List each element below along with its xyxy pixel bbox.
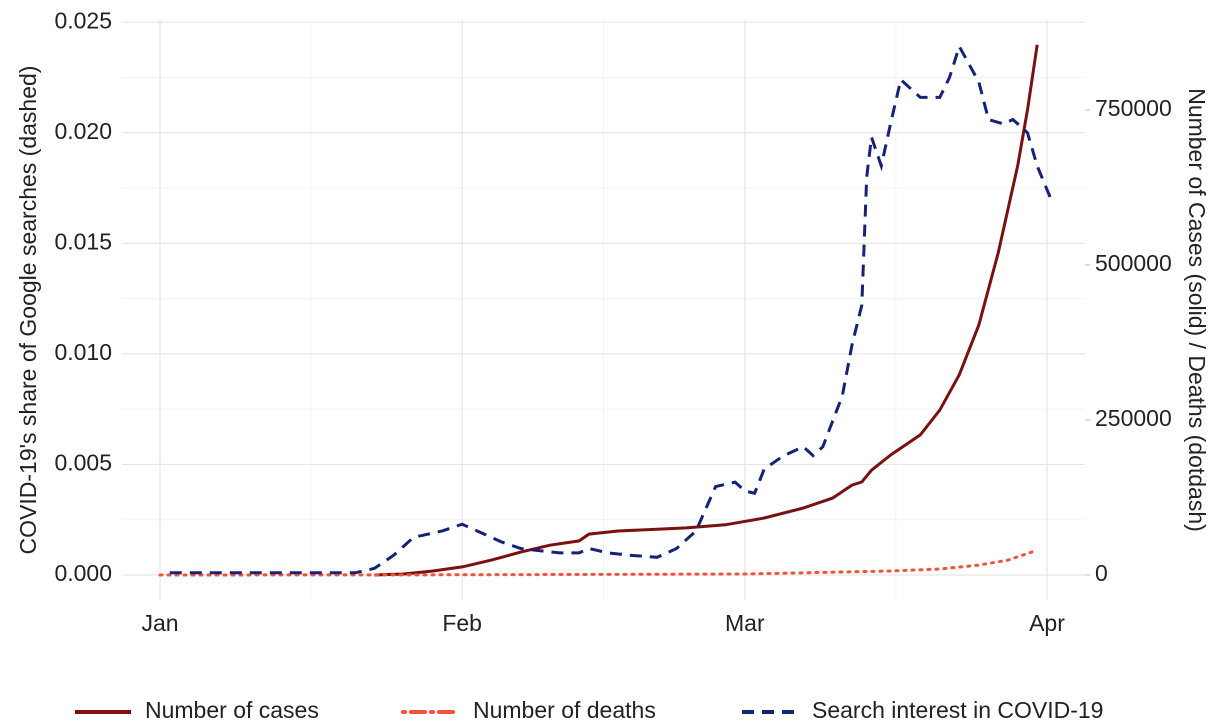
y-tick-label: 0.005 — [54, 450, 112, 476]
series-line — [374, 44, 1039, 577]
y-tick-label: 0.000 — [54, 560, 112, 586]
x-tick-label: Mar — [725, 610, 765, 636]
y-axis-title: COVID-19's share of Google searches (das… — [15, 66, 41, 555]
y-tick-label: 0.020 — [54, 118, 112, 144]
y2-tick-label: 0 — [1095, 560, 1108, 586]
series-line — [169, 42, 1053, 575]
y2-axis-title: Number of Cases (solid) / Deaths (dotdas… — [1184, 88, 1210, 532]
legend-label: Number of deaths — [473, 697, 656, 723]
y-tick-label: 0.010 — [54, 339, 112, 365]
legend-label: Search interest in COVID-19 — [812, 697, 1103, 723]
y-tick-label: 0.015 — [54, 228, 112, 254]
y2-tick-label: 750000 — [1095, 95, 1172, 121]
y2-tick-label: 250000 — [1095, 405, 1172, 431]
series-line — [158, 548, 1039, 577]
x-tick-label: Feb — [442, 610, 482, 636]
y2-tick-label: 500000 — [1095, 250, 1172, 276]
legend-label: Number of cases — [145, 697, 319, 723]
x-tick-label: Jan — [141, 610, 178, 636]
x-tick-label: Apr — [1029, 610, 1065, 636]
y-tick-label: 0.025 — [54, 7, 112, 33]
